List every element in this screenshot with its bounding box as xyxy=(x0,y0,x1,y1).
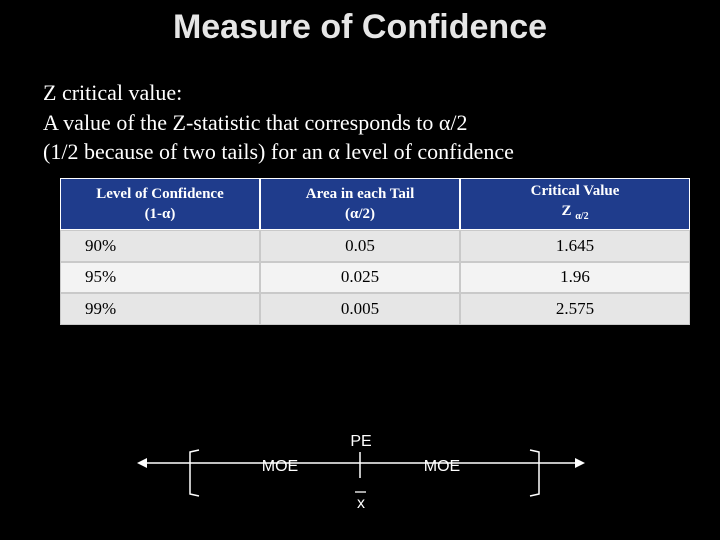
right-bracket xyxy=(529,449,540,497)
table-row: 99% 0.005 2.575 xyxy=(60,293,690,325)
table-row: 95% 0.025 1.96 xyxy=(60,261,690,293)
header-text: (1-α) xyxy=(144,206,176,222)
body-text: Z critical value: A value of the Z-stati… xyxy=(43,78,514,167)
table: Level of Confidence (1-α) Area in each Ta… xyxy=(60,178,690,325)
left-bracket xyxy=(189,449,200,497)
table-cell: 0.005 xyxy=(260,293,460,325)
header-row: Level of Confidence (1-α) Area in each Ta… xyxy=(60,178,690,230)
arrow-head xyxy=(575,458,585,468)
moe-label: MOE xyxy=(262,458,298,475)
body-line: Z critical value: xyxy=(43,80,183,105)
header-text: Z xyxy=(561,203,572,219)
arrow-head xyxy=(137,458,147,468)
table-cell: 95% xyxy=(60,261,260,293)
table-cell: 99% xyxy=(60,293,260,325)
table-cell: 1.645 xyxy=(460,230,690,262)
header-text: Z α/2 xyxy=(561,201,588,227)
header-text: (α/2) xyxy=(344,206,376,222)
table-cell: 1.96 xyxy=(460,261,690,293)
header-text: Level of Confidence xyxy=(96,186,224,202)
header-text: Critical Value xyxy=(530,183,620,199)
table-cell: 0.025 xyxy=(260,261,460,293)
body-line: A value of the Z-statistic that correspo… xyxy=(43,109,468,135)
mean-label: x xyxy=(357,495,365,512)
body-line: (1/2 because of two tails) for an α leve… xyxy=(43,139,514,164)
table-row: 90% 0.05 1.645 xyxy=(60,230,690,262)
slide-title: Measure of Confidence xyxy=(172,8,548,46)
header-cell: Area in each Tail (α/2) xyxy=(260,178,460,230)
table-body: 90% 0.05 1.645 95% 0.025 1.96 99% 0.005 2.575 xyxy=(60,230,690,325)
subscript: α/2 xyxy=(575,211,589,222)
table-cell: 90% xyxy=(60,230,260,262)
header-text: Area in each Tail xyxy=(305,186,415,202)
table-cell: 0.05 xyxy=(260,230,460,262)
header-cell: Level of Confidence (1-α) xyxy=(60,178,260,230)
table-cell: 2.575 xyxy=(460,293,690,325)
pe-label: PE xyxy=(350,433,371,450)
header-cell: Critical Value Z α/2 xyxy=(460,178,690,230)
moe-label: MOE xyxy=(424,458,460,475)
